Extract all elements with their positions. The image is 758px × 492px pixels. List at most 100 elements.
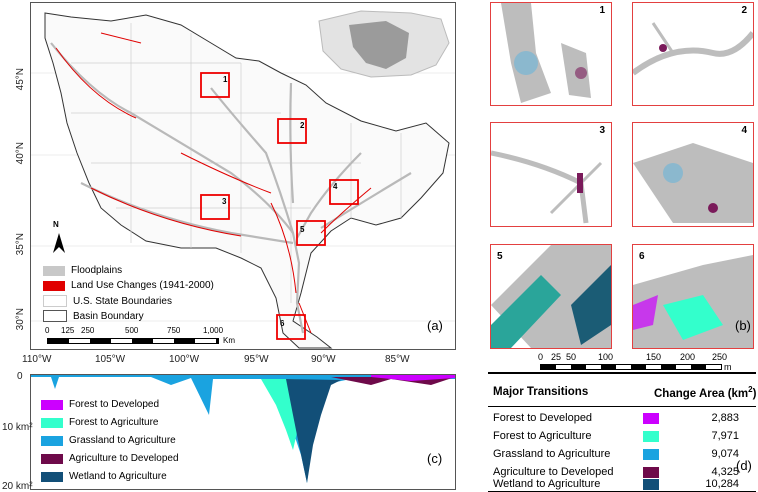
change-profile-svg <box>31 375 455 483</box>
legend-swatch <box>41 435 63 446</box>
table-row: Forest to Developed 2,883 <box>493 410 755 426</box>
inset-num-6: 6 <box>639 251 645 262</box>
row-swatch <box>643 412 659 424</box>
lon-label-105: 105°W <box>95 354 126 365</box>
inset-5: 5 <box>490 244 612 349</box>
row-value: 10,284 <box>705 478 739 490</box>
row-value: 4,325 <box>711 466 739 478</box>
scale-tick: 25 <box>551 352 562 362</box>
row-swatch <box>643 430 659 442</box>
map-scale-bar: 0 125 250 500 750 1,000 Km <box>43 326 253 345</box>
site-label-4: 4 <box>333 182 338 191</box>
row-value: 2,883 <box>711 412 739 424</box>
legend-swatch <box>41 453 63 464</box>
scale-unit: Km <box>223 336 235 345</box>
scale-tick: 125 <box>61 326 75 335</box>
north-label: N <box>53 220 59 229</box>
inset-scale-bar: 0 25 50 100 150 200 250 m <box>538 352 738 372</box>
inset-num-4: 4 <box>741 125 747 136</box>
row-value: 7,971 <box>711 430 739 442</box>
lat-label-35: 35°N <box>15 233 26 256</box>
site-label-1: 1 <box>223 75 228 84</box>
land-use-changes <box>55 32 372 334</box>
y-label-20: 20 km² <box>2 481 33 492</box>
lon-label-110: 110°W <box>22 354 52 365</box>
legend-forest-to-agriculture: Forest to Agriculture <box>41 417 158 428</box>
lon-label-95: 95°W <box>244 354 269 365</box>
legend-grassland-to-agriculture: Grassland to Agriculture <box>41 435 176 446</box>
scale-tick: 750 <box>167 326 181 335</box>
legend-swatch <box>41 399 63 410</box>
site-label-3: 3 <box>222 197 227 206</box>
panel-a-label: (a) <box>427 318 443 333</box>
lat-label-45: 45°N <box>15 68 26 91</box>
site-label-5: 5 <box>300 225 305 234</box>
legend-label: Grassland to Agriculture <box>69 435 176 446</box>
legend-swatch-land-use <box>43 280 65 291</box>
inset-3: 3 <box>490 122 612 227</box>
row-value: 9,074 <box>711 448 739 460</box>
row-label: Forest to Agriculture <box>493 430 592 442</box>
panel-c-label: (c) <box>427 451 443 466</box>
legend-label: Wetland to Agriculture <box>69 471 167 482</box>
basin-boundary <box>44 12 450 349</box>
row-label: Grassland to Agriculture <box>493 448 611 460</box>
usa-locator-inset <box>318 10 450 78</box>
legend-label: Agriculture to Developed <box>69 453 179 464</box>
panel-c-chart: Forest to Developed Forest to Agricultur… <box>30 374 456 490</box>
legend-agriculture-to-developed: Agriculture to Developed <box>41 453 179 464</box>
inset-2: 2 <box>632 2 754 106</box>
scale-tick: 250 <box>81 326 95 335</box>
scale-tick: 200 <box>680 352 696 362</box>
panel-d-label: (d) <box>736 458 752 473</box>
lon-label-100: 100°W <box>169 354 200 365</box>
legend-swatch-state <box>43 295 67 307</box>
lat-label-30: 30°N <box>15 308 26 331</box>
row-swatch <box>643 448 659 460</box>
profile-bars <box>31 375 455 483</box>
row-label: Forest to Developed <box>493 412 593 424</box>
inset-1: 1 <box>490 2 612 106</box>
basin-map-svg <box>31 10 455 349</box>
site-label-2: 2 <box>300 121 305 130</box>
legend-label: Forest to Agriculture <box>69 417 159 428</box>
table-row: Forest to Agriculture 7,971 <box>493 428 755 444</box>
legend-label: U.S. State Boundaries <box>73 295 172 307</box>
inset-num-3: 3 <box>599 125 605 136</box>
table-row: Wetland to Agriculture 10,284 <box>493 476 755 492</box>
legend-forest-to-developed: Forest to Developed <box>41 399 159 410</box>
lon-label-85: 85°W <box>385 354 410 365</box>
legend-wetland-to-agriculture: Wetland to Agriculture <box>41 471 167 482</box>
row-label: Wetland to Agriculture <box>493 478 601 490</box>
header-transitions: Major Transitions <box>493 386 589 398</box>
legend-state-boundaries: U.S. State Boundaries <box>43 295 172 307</box>
inset-num-2: 2 <box>741 5 747 16</box>
legend-swatch <box>41 417 63 428</box>
legend-land-use-changes: Land Use Changes (1941-2000) <box>43 280 214 291</box>
north-arrow-icon <box>51 231 67 255</box>
scale-unit: m <box>724 362 732 372</box>
panel-b-label: (b) <box>735 318 751 333</box>
site-label-6: 6 <box>280 319 285 328</box>
header-change-area: Change Area (km2) <box>654 385 756 400</box>
lat-label-40: 40°N <box>15 142 26 165</box>
table-row: Agriculture to Developed 4,325 <box>493 464 755 480</box>
legend-label: Basin Boundary <box>73 310 144 322</box>
header-area-close: ) <box>752 387 757 400</box>
header-area-text: Change Area (km <box>654 387 749 400</box>
scale-tick: 500 <box>125 326 139 335</box>
legend-basin-boundary: Basin Boundary <box>43 310 144 322</box>
row-swatch <box>643 466 659 478</box>
row-label: Agriculture to Developed <box>493 466 614 478</box>
scale-tick: 250 <box>712 352 728 362</box>
legend-swatch <box>41 471 63 482</box>
y-label-10: 10 km² <box>2 422 33 433</box>
inset-4: 4 <box>632 122 754 227</box>
table-row: Grassland to Agriculture 9,074 <box>493 446 755 462</box>
scale-tick: 0 <box>45 326 50 335</box>
row-swatch <box>643 478 659 490</box>
inset-6: 6 <box>632 244 754 349</box>
scale-tick: 50 <box>566 352 577 362</box>
legend-floodplains: Floodplains <box>43 265 122 276</box>
scale-tick: 100 <box>598 352 614 362</box>
